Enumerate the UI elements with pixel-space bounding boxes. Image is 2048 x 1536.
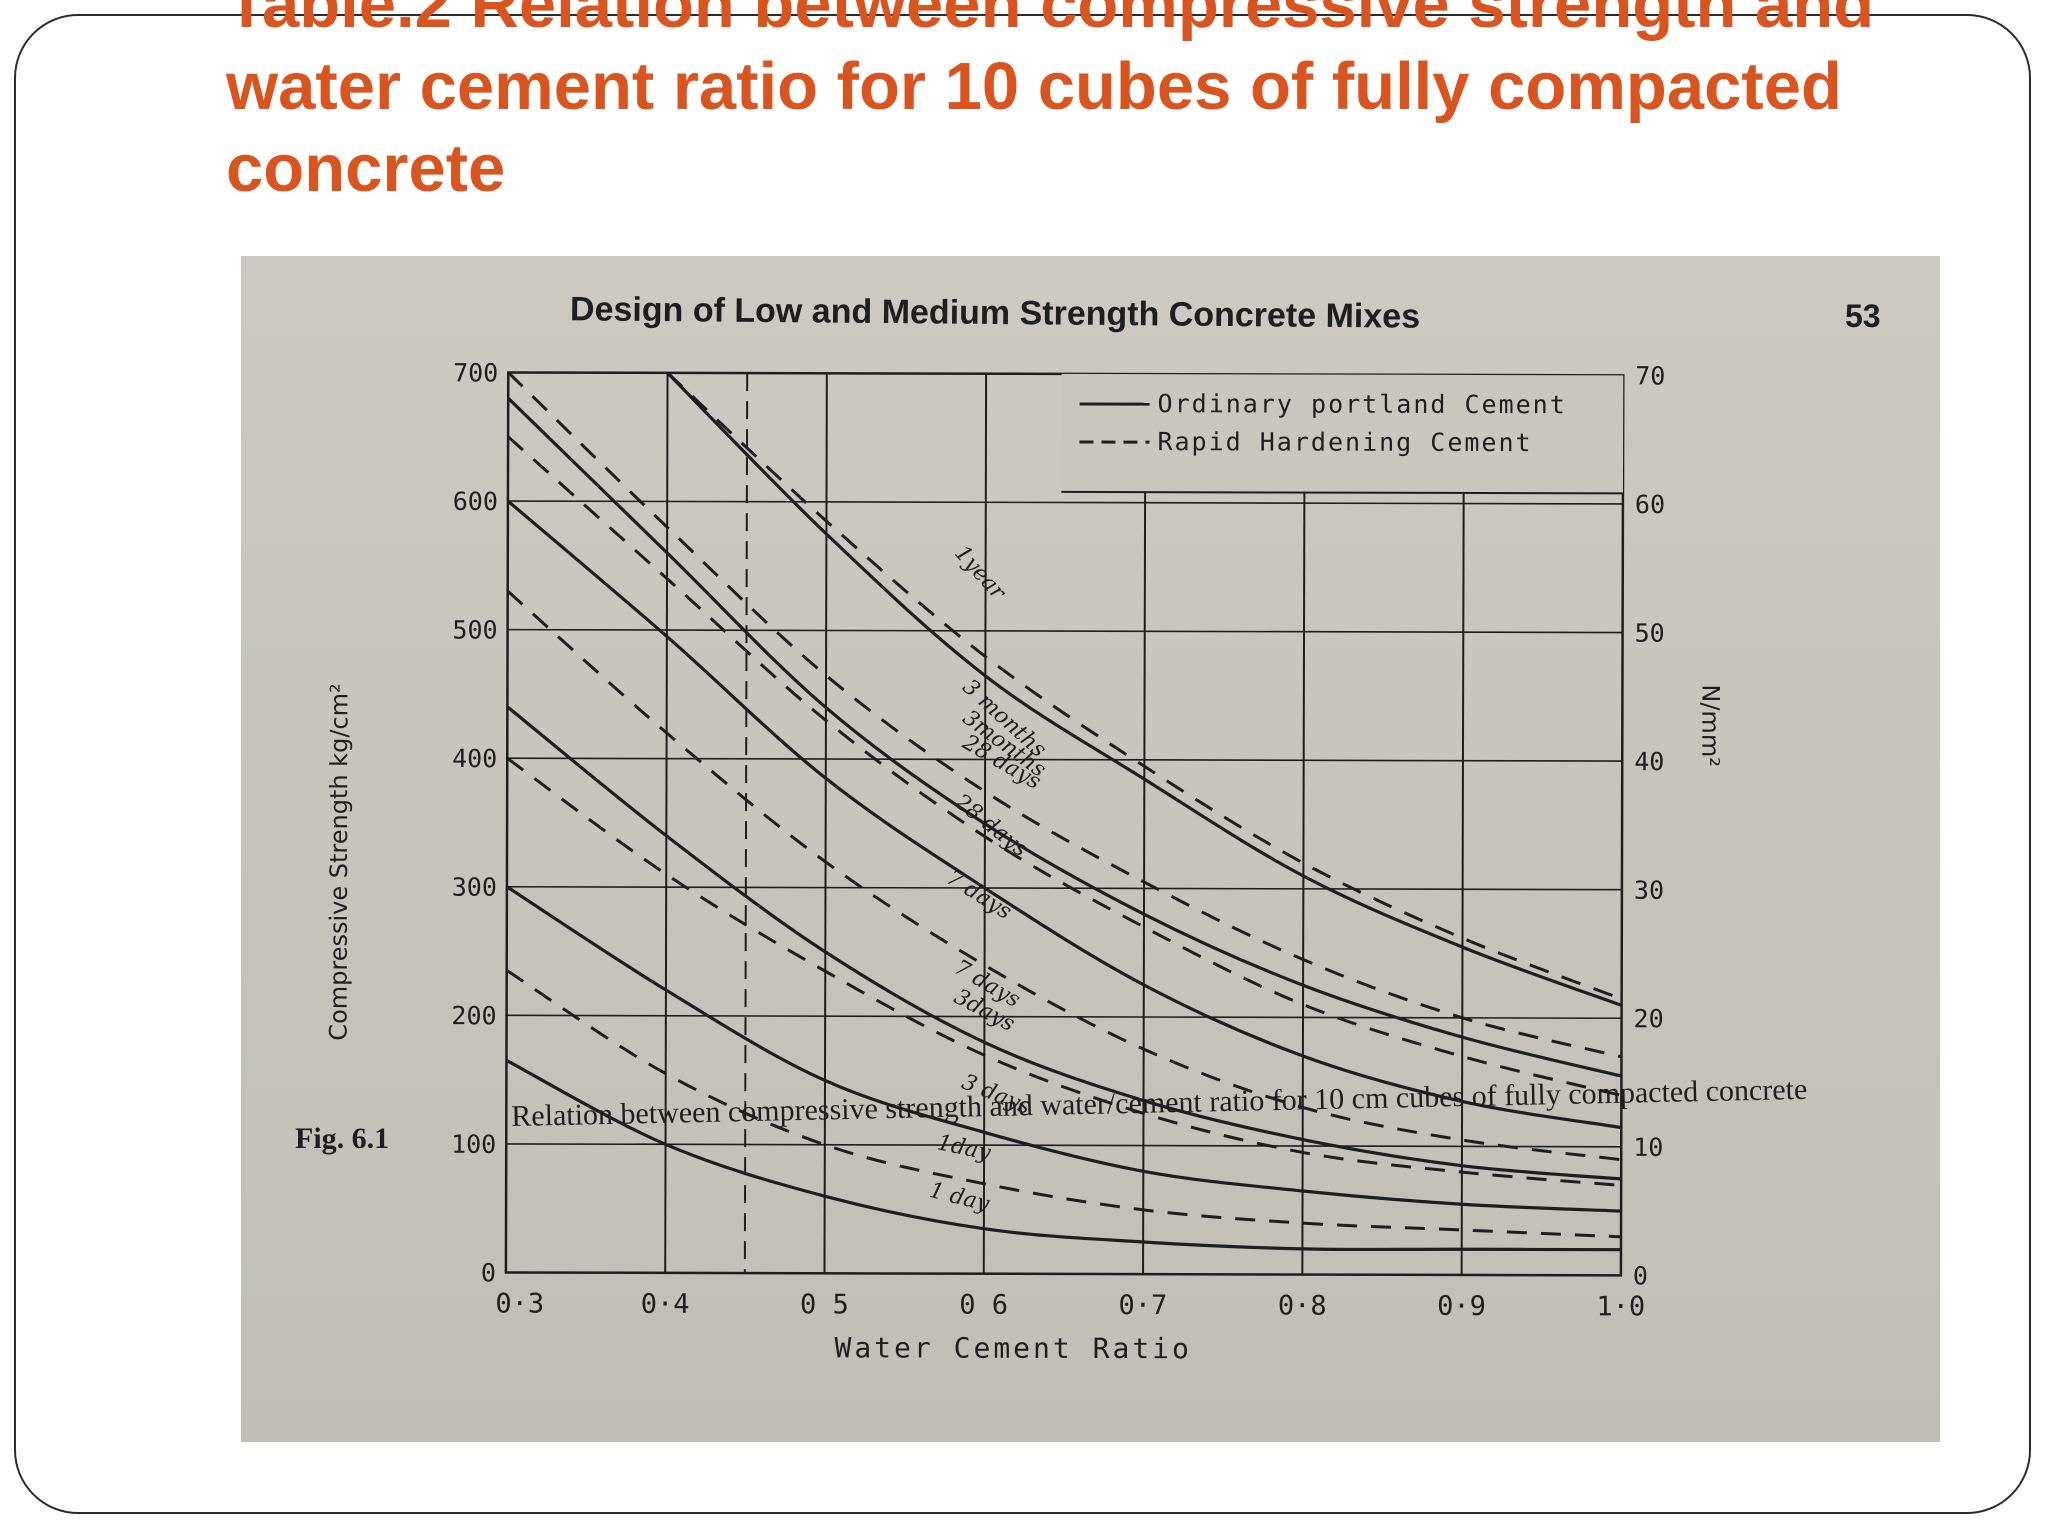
- slide-title: Table.2 Relation between compressive str…: [226, 0, 1875, 206]
- y2-tick-label: 10: [1633, 1133, 1663, 1162]
- y-tick-label: 600: [453, 487, 498, 516]
- y2-tick-label: 0: [1633, 1261, 1648, 1290]
- legend-box: [1061, 373, 1624, 494]
- book-page-number: 53: [1845, 298, 1881, 334]
- y2-tick-label: 50: [1635, 619, 1665, 648]
- y-tick-label: 400: [452, 744, 497, 773]
- x-tick-label: 0·8: [1278, 1290, 1327, 1321]
- series-line-3-months-ordinary: [507, 397, 1622, 1078]
- figure-label: Fig. 6.1: [295, 1122, 390, 1155]
- grid-line-horizontal: [506, 885, 1622, 891]
- y2-tick-label: 60: [1635, 490, 1665, 519]
- y2-axis-title: N/mm²: [1696, 684, 1724, 766]
- legend-label: Ordinary portland Cement: [1158, 389, 1567, 419]
- grid-line-horizontal: [506, 1014, 1622, 1020]
- scanned-figure-photo: Design of Low and Medium Strength Concre…: [241, 256, 1940, 1442]
- series-line-3-months-rapid: [507, 371, 1622, 1059]
- x-tick-label: 0 6: [959, 1290, 1008, 1321]
- x-tick-label: 0·9: [1437, 1291, 1486, 1322]
- x-tick-label: 0 5: [800, 1289, 849, 1320]
- legend-label: Rapid Hardening Cement: [1157, 427, 1532, 457]
- plot-frame: [504, 371, 1625, 1277]
- grid-line-vertical: [664, 372, 669, 1273]
- curve-label: 28 days: [949, 789, 1033, 862]
- grid-line-vertical: [1460, 374, 1465, 1275]
- x-tick-label: 1·0: [1596, 1291, 1645, 1322]
- y-tick-label: 100: [451, 1130, 496, 1159]
- grid-line-horizontal: [507, 628, 1623, 634]
- grid-line-vertical: [823, 373, 828, 1274]
- series-line-1-day-rapid: [505, 969, 1622, 1239]
- legend-border: [1061, 490, 1623, 495]
- slide-frame: [14, 14, 2031, 1514]
- y2-tick-label: 30: [1634, 876, 1664, 905]
- y-tick-label: 700: [453, 358, 498, 387]
- x-tick-label: 0·4: [641, 1289, 690, 1320]
- series-line-7-days-ordinary: [506, 705, 1622, 1181]
- y-tick-label: 200: [451, 1001, 496, 1030]
- series-line-1-day-ordinary: [505, 1058, 1621, 1252]
- y2-tick-label: 70: [1635, 361, 1665, 390]
- series-line-28-days-ordinary: [506, 499, 1622, 1130]
- y-tick-label: 0: [481, 1258, 496, 1287]
- series-line-1-year-ordinary: [666, 371, 1623, 1007]
- grid-line-vertical: [1142, 374, 1147, 1275]
- grid-line-horizontal: [507, 500, 1623, 505]
- x-tick-label: 0·3: [495, 1288, 544, 1319]
- grid-line-vertical: [1301, 374, 1306, 1275]
- grid-line-horizontal: [507, 757, 1623, 762]
- series-line-7-days-rapid: [506, 589, 1622, 1162]
- curve-label: 7 days: [942, 865, 1016, 924]
- series-line-3-days-rapid: [506, 756, 1622, 1187]
- y2-tick-label: 40: [1634, 747, 1664, 776]
- grid-line-vertical: [743, 373, 749, 1274]
- series-line-1-year-rapid: [666, 371, 1623, 1001]
- y-tick-label: 500: [452, 615, 497, 644]
- curve-label: 1year: [949, 541, 1011, 606]
- series-line-28-days-rapid: [507, 435, 1622, 1097]
- x-axis-title: Water Cement Ratio: [834, 1331, 1192, 1365]
- y-tick-label: 300: [452, 873, 497, 902]
- y-axis-title: Compressive Strength kg/cm²: [325, 683, 354, 1040]
- y2-tick-label: 20: [1634, 1004, 1664, 1033]
- x-tick-label: 0·7: [1119, 1290, 1168, 1321]
- grid-line-horizontal: [506, 1143, 1622, 1148]
- series-line-3-days-ordinary: [506, 885, 1622, 1213]
